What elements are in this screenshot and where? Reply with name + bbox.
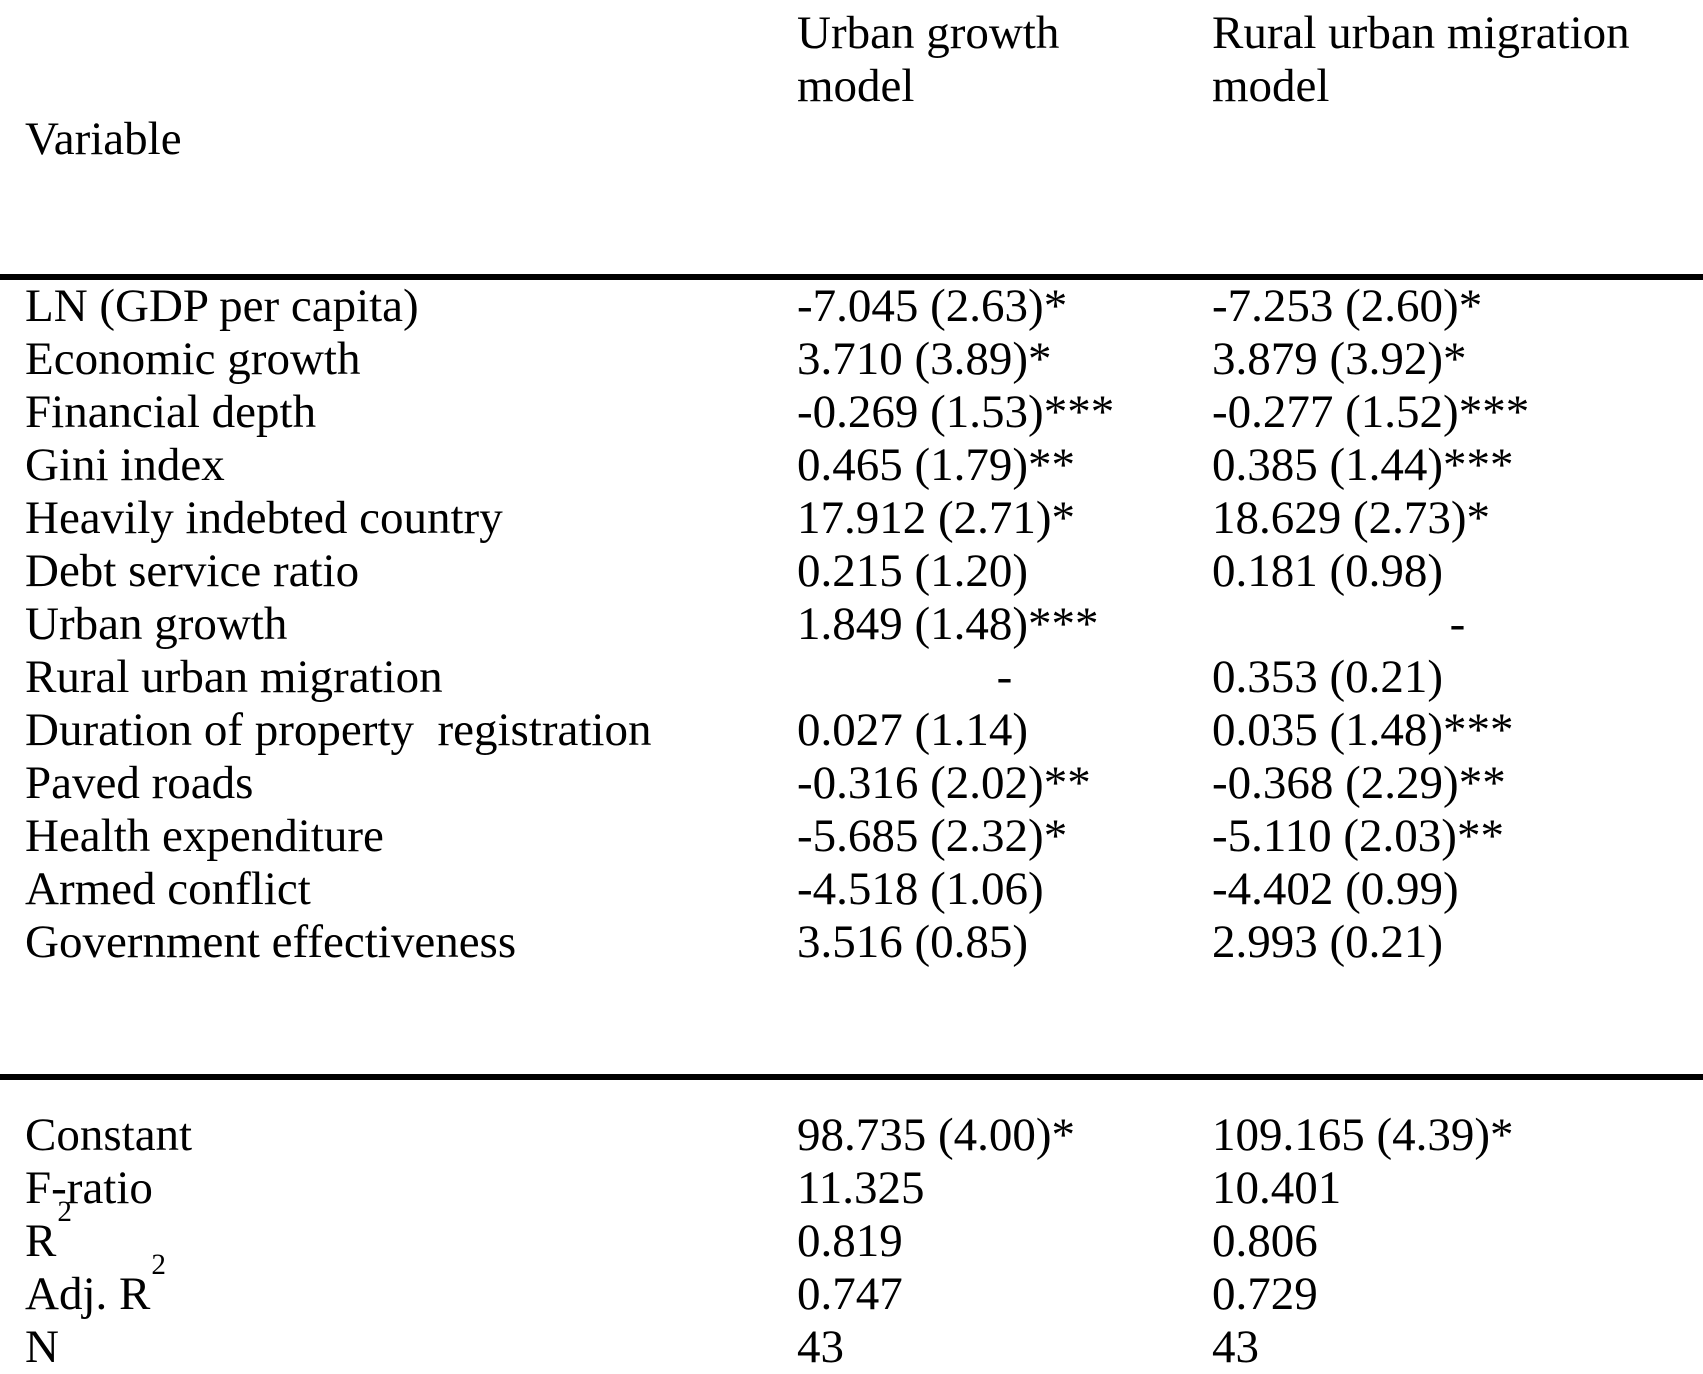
rural-value-cell: 18.629 (2.73)* (1212, 492, 1491, 544)
variable-cell: N (25, 1321, 59, 1373)
table-row: Health expenditure -5.685 (2.32)* -5.110… (0, 810, 1703, 863)
rural-value-cell: 0.385 (1.44)*** (1212, 439, 1514, 491)
rural-value-cell: 0.035 (1.48)*** (1212, 704, 1514, 756)
variable-cell: Adj. R2 (0, 1251, 797, 1321)
rural-value-cell: -5.110 (2.03)** (1212, 810, 1504, 862)
urban-value-cell: - (996, 651, 1013, 703)
variable-cell: Armed conflict (25, 863, 311, 915)
variable-cell: Duration of property registration (25, 704, 652, 756)
superscript: 2 (151, 1249, 166, 1282)
adj-r-squared-label: Adj. R (25, 1268, 151, 1320)
rural-value-cell: 0.353 (0.21) (1212, 651, 1444, 703)
table-row: Debt service ratio 0.215 (1.20) 0.181 (0… (0, 545, 1703, 598)
urban-value-cell: -0.316 (2.02)** (797, 757, 1091, 809)
urban-value-cell: 43 (797, 1321, 844, 1373)
urban-value-cell: -4.518 (1.06) (797, 863, 1044, 915)
table-row: Government effectiveness 3.516 (0.85) 2.… (0, 916, 1703, 969)
rural-value-cell: 0.181 (0.98) (1212, 545, 1444, 597)
r-squared-label: R (25, 1215, 57, 1267)
superscript: 2 (57, 1196, 72, 1229)
rural-value-cell: -0.368 (2.29)** (1212, 757, 1506, 809)
urban-value-cell: 3.710 (3.89)* (797, 333, 1052, 385)
rural-value-cell: -7.253 (2.60)* (1212, 280, 1483, 332)
variable-cell: Paved roads (25, 757, 254, 809)
table-row: N 43 43 (0, 1321, 1703, 1374)
urban-value-cell: 17.912 (2.71)* (797, 492, 1076, 544)
variable-cell: Constant (25, 1109, 193, 1161)
urban-value-cell: -0.269 (1.53)*** (797, 386, 1115, 438)
variable-cell: Rural urban migration (25, 651, 443, 703)
table-row: Paved roads -0.316 (2.02)** -0.368 (2.29… (0, 757, 1703, 810)
table-header-row: Variable Urban growth model Rural urban … (0, 0, 1703, 280)
table-row: LN (GDP per capita) -7.045 (2.63)* -7.25… (0, 280, 1703, 333)
table-body: LN (GDP per capita) -7.045 (2.63)* -7.25… (0, 280, 1703, 969)
variable-cell: Urban growth (25, 598, 288, 650)
variable-cell: Health expenditure (25, 810, 384, 862)
variable-cell: Debt service ratio (25, 545, 360, 597)
variable-cell: Government effectiveness (25, 916, 517, 968)
rural-value-cell: - (1449, 598, 1466, 650)
table-row: Duration of property registration 0.027 … (0, 704, 1703, 757)
rural-value-cell: -4.402 (0.99) (1212, 863, 1459, 915)
table-row: Heavily indebted country 17.912 (2.71)* … (0, 492, 1703, 545)
variable-cell: Heavily indebted country (25, 492, 503, 544)
rural-value-cell: 109.165 (4.39)* (1212, 1109, 1514, 1161)
rural-value-cell: 3.879 (3.92)* (1212, 333, 1467, 385)
urban-value-cell: -5.685 (2.32)* (797, 810, 1068, 862)
table-row: Armed conflict -4.518 (1.06) -4.402 (0.9… (0, 863, 1703, 916)
rural-value-cell: 10.401 (1212, 1162, 1342, 1214)
variable-cell: LN (GDP per capita) (25, 280, 419, 332)
rural-value-cell: 0.806 (1212, 1215, 1318, 1267)
rural-value-cell: 2.993 (0.21) (1212, 916, 1444, 968)
rural-value-cell: 43 (1212, 1321, 1259, 1373)
variable-cell: Economic growth (25, 333, 361, 385)
table-row: Financial depth -0.269 (1.53)*** -0.277 … (0, 386, 1703, 439)
table-row: R2 0.819 0.806 (0, 1198, 1703, 1268)
table-row: Rural urban migration - 0.353 (0.21) (0, 651, 1703, 704)
urban-value-cell: 0.747 (797, 1268, 903, 1320)
column-header-urban-growth-model: Urban growth model (797, 7, 1060, 112)
rural-value-cell: -0.277 (1.52)*** (1212, 386, 1530, 438)
rural-value-cell: 0.729 (1212, 1268, 1318, 1320)
table-row: Adj. R2 0.747 0.729 (0, 1251, 1703, 1321)
urban-value-cell: 0.465 (1.79)** (797, 439, 1076, 491)
table-row: Urban growth 1.849 (1.48)*** - (0, 598, 1703, 651)
urban-value-cell: 1.849 (1.48)*** (797, 598, 1099, 650)
table-summary-section: Constant 98.735 (4.00)* 109.165 (4.39)* … (0, 1074, 1703, 1374)
column-header-variable: Variable (0, 7, 797, 272)
table-row: Constant 98.735 (4.00)* 109.165 (4.39)* (0, 1109, 1703, 1162)
table-row: Gini index 0.465 (1.79)** 0.385 (1.44)**… (0, 439, 1703, 492)
urban-value-cell: 0.215 (1.20) (797, 545, 1029, 597)
urban-value-cell: 3.516 (0.85) (797, 916, 1029, 968)
table-row: F-ratio 11.325 10.401 (0, 1162, 1703, 1215)
table-row: Economic growth 3.710 (3.89)* 3.879 (3.9… (0, 333, 1703, 386)
variable-cell: R2 (0, 1198, 797, 1268)
variable-cell: Gini index (25, 439, 225, 491)
column-header-rural-urban-migration-model: Rural urban migration model (1212, 7, 1630, 112)
urban-value-cell: 0.027 (1.14) (797, 704, 1029, 756)
urban-value-cell: 98.735 (4.00)* (797, 1109, 1076, 1161)
urban-value-cell: 0.819 (797, 1215, 903, 1267)
variable-cell: F-ratio (25, 1162, 153, 1214)
column-header-variable-label: Variable (25, 113, 182, 165)
urban-value-cell: 11.325 (797, 1162, 925, 1214)
urban-value-cell: -7.045 (2.63)* (797, 280, 1068, 332)
variable-cell: Financial depth (25, 386, 317, 438)
